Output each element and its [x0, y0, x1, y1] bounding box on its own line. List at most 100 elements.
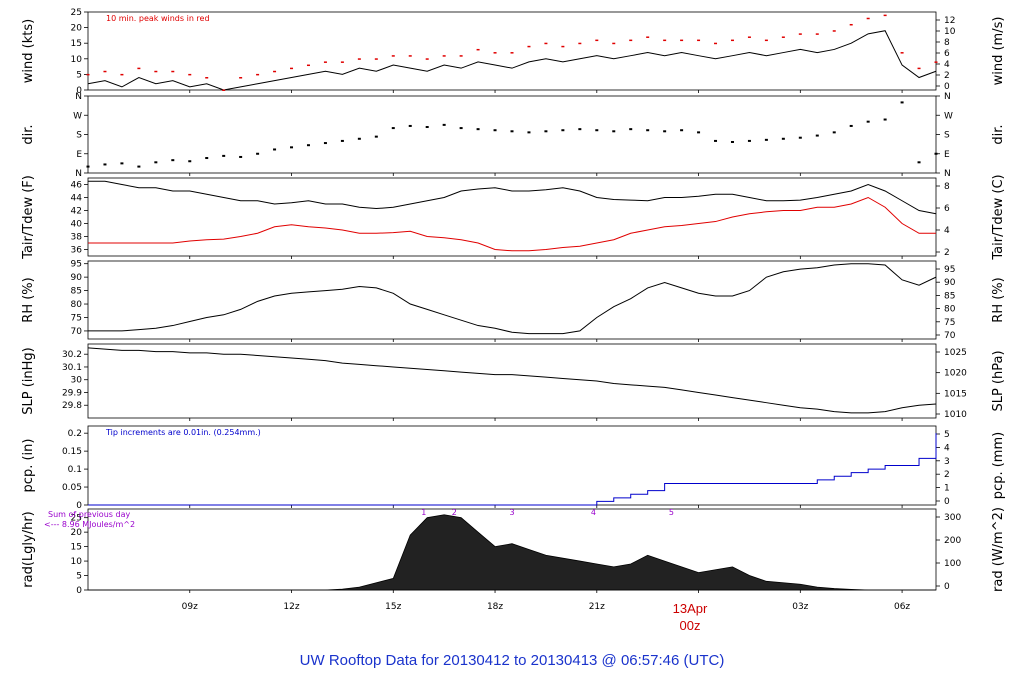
rad-ylabel-right: rad (W/m^2) [991, 507, 1006, 592]
wind-ytick-label: 10 [71, 55, 83, 65]
rad-marker: 4 [591, 508, 596, 517]
dir-ytick-label: S [76, 131, 82, 141]
rad-ytick-right-label: 0 [944, 582, 950, 592]
dir-point [917, 161, 921, 164]
wind-peak-mark [527, 45, 531, 48]
rad-marker: 3 [509, 508, 514, 517]
pcp-ytick-right-label: 3 [944, 457, 950, 467]
dir-ytick-label: N [75, 92, 82, 102]
dir-point [103, 163, 107, 166]
dir-point [239, 155, 243, 158]
rh-ytick-right-label: 75 [944, 318, 955, 328]
midnight-hour: 00z [679, 618, 701, 633]
wind-peak-mark [459, 55, 463, 57]
slp-ytick-label: 29.8 [62, 401, 82, 411]
wind-ytick-right-label: 4 [944, 60, 950, 70]
rad-ytick-label: 20 [71, 528, 83, 538]
x-tick-label: 03z [792, 602, 808, 612]
pcp-ylabel: pcp. (in) [21, 439, 36, 493]
temp-ytick-label: 42 [71, 207, 82, 217]
rh-ytick-right-label: 90 [944, 278, 956, 288]
dir-point [612, 130, 616, 133]
wind-peak-mark [137, 67, 141, 70]
wind-peak-mark [374, 58, 378, 60]
wind-peak-mark [103, 70, 107, 73]
dir-point [578, 128, 582, 131]
dir-point [747, 139, 751, 142]
temp-line-1 [88, 196, 936, 252]
midnight-date-label: 13Apr 00z [640, 600, 740, 634]
rad-marker: 5 [669, 508, 674, 517]
dir-point [815, 134, 819, 137]
temp-ytick-label: 46 [71, 181, 83, 191]
rad-ytick-label: 15 [71, 543, 82, 553]
rad-ytick-right-label: 100 [944, 559, 961, 569]
dir-ytick-right-label: S [944, 131, 950, 141]
slp-ytick-right-label: 1025 [944, 348, 967, 358]
pcp-ytick-right-label: 2 [944, 470, 950, 480]
wind-peak-mark [442, 55, 446, 57]
dir-point [171, 159, 175, 162]
slp-ylabel: SLP (inHg) [21, 347, 36, 415]
dir-point [730, 140, 734, 143]
wind-peak-mark [595, 39, 599, 42]
rh-ytick-label: 90 [71, 273, 83, 283]
x-tick-label: 06z [894, 602, 910, 612]
pcp-ytick-label: 0 [76, 501, 82, 511]
wind-ytick-label: 0 [76, 86, 82, 96]
wind-peak-mark [120, 73, 124, 76]
page-title: UW Rooftop Data for 20130412 to 20130413… [299, 652, 725, 669]
rh-ytick-label: 85 [71, 287, 82, 297]
wind-peak-mark [222, 89, 226, 91]
slp-ytick-label: 30.2 [62, 350, 82, 360]
wind-ylabel: wind (kts) [21, 19, 36, 83]
wind-peak-mark [697, 39, 701, 42]
dir-point [663, 130, 667, 133]
rh-ytick-right-label: 85 [944, 291, 955, 301]
dir-point [256, 152, 260, 155]
rh-frame [87, 260, 937, 340]
wind-peak-mark [154, 70, 158, 73]
wind-ytick-right-label: 10 [944, 27, 956, 37]
wind-peak-mark [510, 52, 514, 54]
pcp-ytick-right-label: 1 [944, 484, 950, 494]
dir-point [408, 124, 412, 127]
dir-point [527, 131, 531, 134]
wind-peak-mark [391, 55, 395, 57]
wind-ytick-right-label: 8 [944, 38, 950, 48]
wind-peak-mark [323, 61, 327, 63]
dir-point [680, 129, 684, 132]
wind-peak-mark [256, 73, 260, 76]
wind-peak-mark [883, 14, 887, 17]
temp-ytick-label: 44 [71, 194, 83, 204]
slp-line [87, 347, 937, 414]
dir-point [714, 139, 718, 142]
pcp-ytick-right-label: 4 [944, 443, 950, 453]
dir-point [510, 130, 514, 133]
dir-point [290, 146, 294, 149]
wind-ytick-label: 15 [71, 39, 82, 49]
wind-frame [87, 11, 937, 91]
rad-ytick-label: 10 [71, 557, 83, 567]
pcp-ylabel-right: pcp. (mm) [991, 432, 1006, 499]
dir-ytick-label: W [73, 111, 82, 121]
wind-line [87, 30, 937, 91]
pcp-ytick-label: 0.1 [68, 465, 82, 475]
temp-frame [87, 177, 937, 257]
pcp-frame [87, 425, 937, 506]
wind-peak-mark [866, 17, 870, 20]
dir-point [646, 129, 650, 132]
wind-ylabel-right: wind (m/s) [991, 17, 1006, 86]
wind-peak-mark [849, 23, 853, 26]
dir-point [595, 129, 599, 132]
dir-point [781, 137, 785, 140]
wind-peak-mark [612, 42, 616, 45]
dir-point [832, 131, 836, 134]
rad-area [88, 514, 936, 591]
temp-ytick-right-label: 8 [944, 182, 950, 192]
midnight-day: 13Apr [672, 601, 708, 616]
wind-peak-mark [646, 36, 650, 38]
dir-point [459, 127, 463, 130]
wind-peak-mark [273, 70, 277, 73]
